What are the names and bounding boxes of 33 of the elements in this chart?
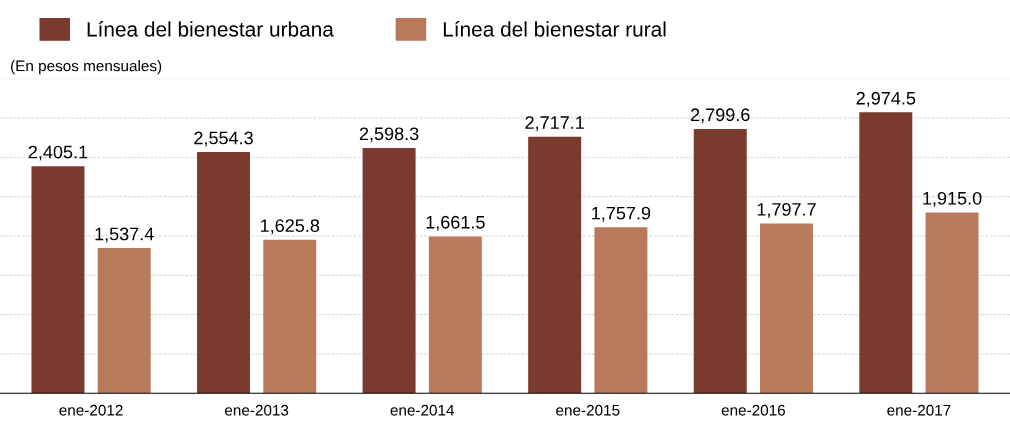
bar <box>197 152 251 394</box>
bar <box>428 236 482 394</box>
data-label: 2,717.1 <box>525 116 584 132</box>
x-tick-label: ene-2017 <box>887 404 951 416</box>
x-tick-label: ene-2012 <box>59 404 123 416</box>
legend-label: Línea del bienestar urbana <box>87 21 334 37</box>
bar <box>759 223 813 394</box>
data-label: 2,554.3 <box>194 131 253 147</box>
data-label: 1,661.5 <box>426 215 485 231</box>
x-tick-label: ene-2016 <box>721 404 785 416</box>
x-tick-label: ene-2013 <box>225 404 289 416</box>
bar <box>693 128 747 394</box>
data-label: 1,797.7 <box>757 202 816 218</box>
x-tick-label: ene-2015 <box>556 404 620 416</box>
data-label: 1,757.9 <box>592 206 651 222</box>
chart-subtitle: (En pesos mensuales) <box>11 60 162 75</box>
x-tick-label: ene-2014 <box>390 404 455 416</box>
data-label: 1,537.4 <box>95 227 154 243</box>
bar <box>859 112 913 394</box>
bar <box>97 248 151 394</box>
data-label: 2,405.1 <box>28 145 88 161</box>
bar <box>263 239 317 394</box>
data-label: 2,598.3 <box>359 127 419 143</box>
bar <box>925 212 979 394</box>
bar <box>362 147 416 394</box>
data-label: 2,799.6 <box>691 108 750 124</box>
bar <box>594 227 648 394</box>
legend-label: Línea del bienestar rural <box>443 21 666 37</box>
bar <box>528 136 582 394</box>
data-label: 1,915.0 <box>923 191 982 207</box>
bar <box>31 166 85 394</box>
data-label: 2,974.5 <box>856 91 916 107</box>
data-label: 1,625.8 <box>261 219 320 235</box>
